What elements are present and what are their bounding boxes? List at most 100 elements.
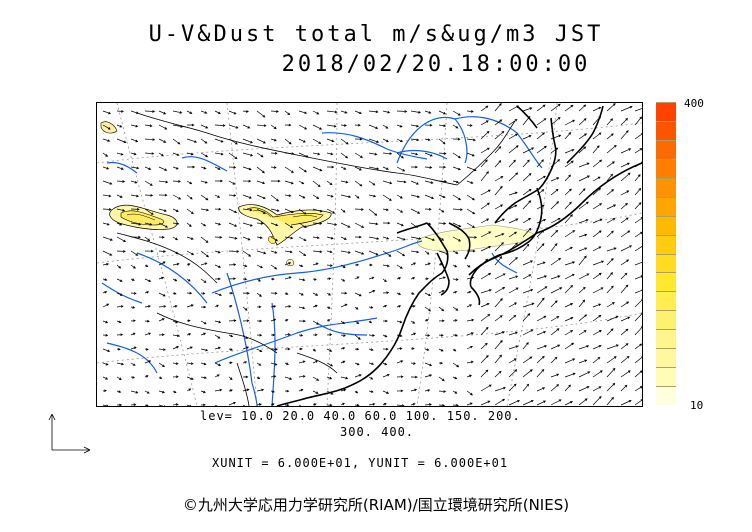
wind-arrow: [130, 362, 136, 366]
wind-arrow: [550, 177, 560, 182]
wind-arrow: [564, 358, 576, 364]
wind-arrow: [508, 331, 518, 336]
wind-arrow: [284, 152, 295, 156]
wind-arrow: [102, 222, 110, 226]
wind-arrow: [312, 222, 323, 225]
wind-arrow: [522, 342, 529, 350]
wind-arrow: [102, 152, 109, 157]
wind-arrow: [102, 362, 109, 366]
wind-arrow: [214, 334, 221, 339]
wind-arrow: [494, 370, 502, 378]
wind-arrow: [382, 110, 391, 114]
wind-arrow: [200, 222, 207, 227]
wind-arrow: [508, 383, 517, 392]
wind-arrow: [564, 230, 576, 238]
wind-arrow: [424, 277, 429, 281]
wind-arrow: [368, 334, 376, 337]
wind-arrow: [172, 320, 179, 324]
wind-arrow: [620, 230, 631, 238]
colorbar-min-label: 10: [690, 399, 704, 412]
wind-arrow: [242, 264, 248, 268]
wind-arrow: [536, 368, 545, 378]
wind-arrow: [116, 222, 123, 226]
wind-arrow: [102, 320, 109, 324]
wind-arrow: [438, 236, 445, 241]
wind-arrow: [592, 230, 602, 238]
wind-arrow: [620, 284, 629, 294]
wind-arrow: [172, 236, 179, 241]
wind-arrow: [228, 236, 238, 240]
wind-arrow: [200, 250, 209, 258]
wind-arrow: [522, 383, 530, 392]
wind-arrow: [256, 362, 262, 366]
wind-arrow: [270, 264, 278, 270]
wind-arrow: [340, 180, 349, 184]
wind-arrow: [144, 124, 153, 128]
wind-arrow: [382, 403, 387, 406]
colorbar-max-label: 400: [684, 97, 704, 110]
wind-arrow: [606, 315, 619, 322]
wind-arrow: [326, 264, 333, 267]
wind-arrow: [410, 124, 420, 128]
wind-arrow: [368, 194, 377, 198]
wind-arrow: [158, 376, 163, 379]
wind-arrow: [102, 303, 110, 308]
wind-arrow: [228, 361, 233, 365]
wind-arrow: [354, 292, 362, 297]
wind-arrow: [270, 318, 277, 322]
wind-arrow: [564, 372, 576, 378]
wind-arrow: [606, 356, 617, 364]
wind-arrow: [298, 334, 304, 337]
wind-arrow: [578, 286, 586, 294]
wind-arrow: [606, 189, 615, 196]
wind-arrow: [480, 202, 490, 210]
wind-arrow: [550, 201, 560, 210]
wind-arrow: [116, 333, 124, 337]
wind-arrow: [200, 292, 206, 295]
wind-arrow: [466, 304, 473, 308]
wind-arrow: [438, 165, 447, 169]
wind-arrow: [130, 376, 136, 379]
wind-arrow: [606, 133, 614, 140]
wind-arrow: [438, 361, 444, 365]
wind-arrow: [564, 261, 576, 266]
wind-arrow: [270, 151, 278, 155]
wind-arrow: [578, 133, 588, 140]
wind-arrow: [256, 250, 267, 255]
wind-arrow: [242, 194, 252, 199]
wind-arrow: [368, 402, 376, 406]
wind-arrow: [564, 342, 575, 350]
wind-arrow: [242, 306, 248, 311]
wind-arrow: [606, 367, 616, 378]
wind-arrow: [438, 306, 445, 312]
wind-arrow: [606, 302, 615, 308]
wind-arrow: [410, 236, 422, 240]
wind-arrow: [172, 124, 184, 128]
wind-arrow: [354, 390, 359, 394]
colorbar-segment: [656, 234, 676, 254]
wind-arrow: [564, 246, 573, 252]
wind-arrow: [466, 374, 472, 378]
wind-arrow: [158, 348, 166, 351]
wind-arrow: [102, 194, 112, 198]
wind-arrow: [200, 362, 207, 366]
wind-arrow: [158, 110, 167, 115]
wind-arrow: [382, 264, 390, 268]
wind-arrow: [368, 236, 380, 240]
wind-arrow: [312, 180, 321, 188]
wind-arrow: [187, 165, 196, 169]
wind-arrow: [508, 218, 519, 224]
wind-arrow: [214, 124, 226, 127]
wind-arrow: [312, 390, 319, 394]
wind-arrow: [592, 187, 601, 196]
wind-vectors: [102, 103, 642, 406]
wind-arrow: [382, 152, 393, 156]
wind-arrow: [480, 130, 490, 140]
wind-arrow: [270, 291, 278, 295]
wind-arrow: [284, 292, 289, 295]
wind-arrow: [410, 362, 417, 365]
wind-arrow: [410, 262, 417, 266]
wind-arrow: [438, 348, 444, 352]
wind-arrow: [200, 348, 209, 352]
wind-arrow: [340, 250, 351, 254]
